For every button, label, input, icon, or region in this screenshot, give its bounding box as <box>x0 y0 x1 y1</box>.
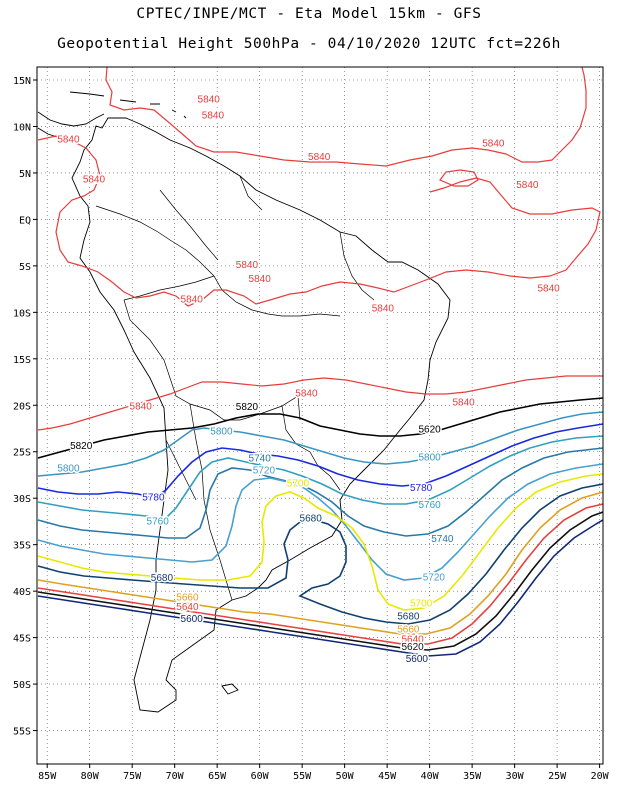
lat-tick-label: 5S <box>19 262 31 273</box>
lat-tick-label: 30S <box>13 494 31 505</box>
lon-tick-label: 40W <box>421 771 440 782</box>
contour-5620 <box>37 511 603 651</box>
contour-label: 5800 <box>419 452 442 463</box>
contour-label: 5840 <box>181 294 204 305</box>
country-borders <box>95 175 375 601</box>
contour-label: 5840 <box>537 283 560 294</box>
contour-label: 5840 <box>482 138 505 149</box>
contour-label: 5800 <box>57 464 80 475</box>
lon-tick-label: 85W <box>38 771 57 782</box>
lat-tick-label: EQ <box>19 215 31 226</box>
contour-label: 5780 <box>410 483 433 494</box>
lat-tick-label: 50S <box>13 680 31 691</box>
contour-label: 5740 <box>249 453 272 464</box>
lat-tick-label: 20S <box>13 401 31 412</box>
contour-label: 5640 <box>402 635 425 646</box>
contour-5820 <box>37 397 603 459</box>
lat-tick-label: 35S <box>13 541 31 552</box>
lat-tick-label: 25S <box>13 448 31 459</box>
contour-label: 5840 <box>249 274 272 285</box>
contour-label: 5840 <box>57 135 80 146</box>
contour-label: 5620 <box>402 642 425 653</box>
contour-label: 5760 <box>419 500 442 511</box>
contour-label: 5600 <box>181 614 204 625</box>
map-subtitle: Geopotential Height 500hPa - 04/10/2020 … <box>57 36 561 52</box>
contour-5680 <box>37 483 603 625</box>
contour-label: 5780 <box>142 492 165 503</box>
contour-label: 5700 <box>410 598 433 609</box>
lon-tick-label: 60W <box>251 771 270 782</box>
contour-label: 5740 <box>431 534 454 545</box>
contour-label: 5840 <box>83 175 106 186</box>
contour-labels: 5840 5840 5840 5840 5840 5840 5840 5840 5840 5840… <box>56 93 562 666</box>
lat-tick-label: 5N <box>19 169 31 180</box>
lon-tick-label: 80W <box>81 771 100 782</box>
contour-5700 <box>37 473 603 611</box>
falkland-islands <box>221 683 239 695</box>
contour-5800 <box>37 411 603 477</box>
coastline-borders <box>37 91 451 713</box>
contour-label: 5680 <box>300 514 323 525</box>
contour-label: 5680 <box>397 611 420 622</box>
contour-5660 <box>37 491 603 635</box>
lat-tick-label: 10N <box>13 122 31 133</box>
lat-lon-grid <box>37 67 603 764</box>
lat-tick-label: 55S <box>13 727 31 738</box>
lat-tick-label: 45S <box>13 634 31 645</box>
contour-label: 5760 <box>147 517 170 528</box>
lon-tick-label: 30W <box>506 771 525 782</box>
contour-label: 5820 <box>236 402 259 413</box>
contour-label: 5800 <box>210 426 233 437</box>
contour-5720 <box>37 463 603 581</box>
lat-tick-label: 15S <box>13 355 31 366</box>
lat-tick-label: 15N <box>13 76 31 87</box>
contour-label: 5640 <box>176 602 199 613</box>
contour-5840 <box>105 67 587 167</box>
contour-label: 5840 <box>236 260 259 271</box>
map-title: CPTEC/INPE/MCT - Eta Model 15km - GFS <box>136 6 482 22</box>
contour-5760 <box>37 435 603 521</box>
contour-5840-d <box>439 169 479 187</box>
contour-label: 5840 <box>130 401 153 412</box>
contour-5640 <box>37 503 603 645</box>
contour-5780 <box>37 423 603 499</box>
contour-label: 5840 <box>198 95 221 106</box>
lon-tick-label: 35W <box>463 771 482 782</box>
height-contours <box>37 67 603 657</box>
contour-label: 5820 <box>70 441 93 452</box>
contour-5740 <box>37 447 603 539</box>
contour-label: 5680 <box>151 573 174 584</box>
contour-label: 5660 <box>397 624 420 635</box>
lon-tick-label: 55W <box>293 771 312 782</box>
map-frame <box>36 66 604 765</box>
contour-label: 5840 <box>202 110 225 121</box>
caribbean-islands <box>69 91 187 119</box>
lon-tick-label: 65W <box>208 771 227 782</box>
contour-5840-c <box>37 375 603 431</box>
contour-5600 <box>37 519 603 657</box>
lon-tick-label: 75W <box>123 771 142 782</box>
axis-ticks: 15N 10N 5N EQ 5S 10S 15S 20S 25S 30S 35S 40S 45S 50S 5… <box>13 76 610 782</box>
contour-label: 5720 <box>253 465 276 476</box>
lon-tick-label: 70W <box>166 771 185 782</box>
contour-label: 5720 <box>423 572 446 583</box>
contour-label: 5840 <box>372 304 395 315</box>
contour-label: 5620 <box>419 425 442 436</box>
lon-tick-label: 25W <box>548 771 567 782</box>
contour-label: 5840 <box>452 398 475 409</box>
contour-5840-b <box>37 135 601 307</box>
central-america-coastline <box>37 111 105 139</box>
lon-tick-label: 45W <box>378 771 397 782</box>
contour-label: 5840 <box>516 180 539 191</box>
contour-label: 5840 <box>308 152 331 163</box>
contour-label: 5700 <box>287 478 310 489</box>
lon-tick-label: 20W <box>591 771 610 782</box>
contour-label: 5840 <box>295 388 318 399</box>
contour-label: 5600 <box>406 654 429 665</box>
lat-tick-label: 40S <box>13 587 31 598</box>
lon-tick-label: 50W <box>336 771 355 782</box>
contour-label: 5660 <box>176 593 199 604</box>
lat-tick-label: 10S <box>13 308 31 319</box>
